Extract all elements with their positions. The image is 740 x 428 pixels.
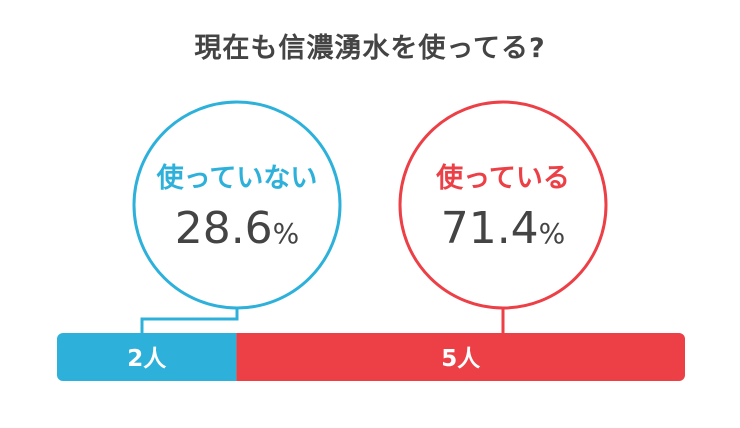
percent-label-not-using: 28.6% — [175, 203, 300, 254]
connector-not-using — [140, 308, 239, 333]
category-label-not-using: 使っていない — [156, 163, 318, 194]
callout-circle-not-using — [132, 100, 342, 310]
percent-value-not-using: 28.6 — [175, 203, 273, 254]
bar-segment-using — [236, 333, 685, 381]
percent-symbol-not-using: % — [273, 217, 300, 250]
bar-segment-not-using — [57, 333, 237, 381]
percent-symbol-using: % — [539, 217, 566, 250]
percent-label-using: 71.4% — [441, 203, 566, 254]
bar-segments: 2人 5人 — [57, 333, 685, 381]
callout-circle-using — [398, 100, 608, 310]
chart-title: 現在も信濃湧水を使ってる? — [194, 33, 546, 64]
percent-value-using: 71.4 — [441, 203, 539, 254]
category-label-using: 使っている — [435, 163, 570, 194]
callout-circles: 使っていない 28.6% 使っている 71.4% — [132, 100, 608, 310]
bar-value-label-not-using: 2人 — [127, 346, 167, 372]
callout-connectors — [140, 308, 505, 333]
bar-value-label-using: 5人 — [441, 346, 481, 372]
